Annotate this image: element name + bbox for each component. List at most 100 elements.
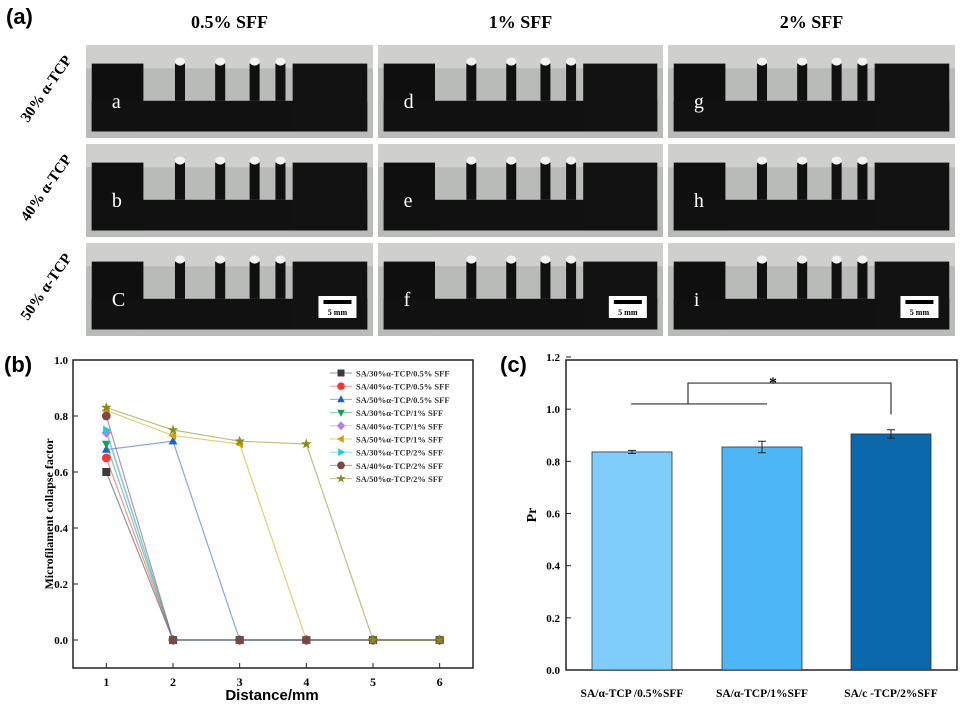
marker-circle: [337, 382, 345, 391]
comb-tooth: [756, 261, 768, 299]
comb-tooth: [466, 261, 477, 299]
scale-bar: [905, 300, 934, 305]
series-line: [102, 468, 444, 644]
photo-h: h: [668, 144, 955, 237]
legend-item: SA/40%α-TCP/1% SFF: [330, 421, 443, 431]
comb-tooth: [174, 162, 186, 200]
legend-label: SA/50%α-TCP/0.5% SFF: [356, 395, 450, 405]
filament-drop: [566, 156, 577, 165]
marker-triangle-up: [337, 395, 345, 403]
photo-a: a: [86, 45, 373, 138]
x-tick-label: 5: [370, 675, 376, 689]
marker-triangle-down: [101, 440, 111, 449]
marker-circle: [101, 453, 111, 463]
comb-right-block: [583, 162, 658, 231]
filament-drop: [566, 57, 577, 66]
filament-drop: [249, 57, 260, 66]
filament-drop: [857, 57, 868, 66]
photo-backdrop: [378, 144, 663, 168]
photo-f: f 5 mm: [378, 243, 663, 336]
series-path: [106, 407, 440, 641]
marker-star: [434, 634, 445, 645]
marker-diamond: [336, 421, 346, 431]
comb-tooth: [466, 63, 477, 101]
marker-star: [336, 473, 346, 483]
photo-backdrop: [668, 243, 955, 267]
filament-drop: [466, 57, 477, 66]
marker-circle: [168, 635, 178, 645]
panel-label-c: (c): [500, 352, 527, 377]
marker-star: [234, 435, 245, 446]
photo-backdrop: [378, 45, 663, 69]
photo-backdrop: [378, 243, 663, 267]
error-bar: [887, 429, 895, 439]
x-tick-label: 2: [170, 675, 176, 689]
marker-circle: [235, 635, 245, 645]
filament-drop: [215, 255, 226, 264]
scale-bar-label: 5 mm: [618, 308, 638, 317]
comb-tooth: [797, 63, 808, 101]
comb-tooth: [506, 261, 517, 299]
marker-triangle-left: [168, 431, 177, 440]
comb-tooth: [566, 261, 577, 299]
marker-star: [167, 424, 179, 435]
photo-letter: h: [694, 190, 704, 212]
comb-right-block: [292, 162, 368, 231]
column-header: 0.5% SFF: [191, 12, 268, 32]
marker-circle: [337, 461, 345, 470]
photo-letter: b: [112, 190, 122, 212]
filament-drop: [797, 255, 808, 264]
legend-label: SA/50%α-TCP/1% SFF: [356, 435, 443, 445]
filament-drop: [540, 57, 551, 66]
series-path: [105, 457, 440, 641]
photo-backdrop: [86, 243, 373, 267]
bar: [721, 446, 803, 671]
y-tick-label: 0.4: [54, 523, 68, 535]
y-tick-label: 0.2: [546, 613, 560, 625]
legend-item: SA/50%α-TCP/0.5% SFF: [330, 395, 450, 405]
comb-right-block: [292, 63, 368, 132]
comb-tooth: [857, 162, 868, 200]
legend-label: SA/40%α-TCP/2% SFF: [356, 461, 443, 471]
panel-label-a: (a): [6, 4, 33, 29]
comb-tooth: [857, 63, 868, 101]
y-tick-label: 1.0: [54, 355, 68, 367]
scale-bar: [613, 300, 642, 305]
filament-drop: [506, 57, 517, 66]
filament-drop: [249, 156, 260, 165]
marker-square: [337, 369, 345, 377]
comb-tooth: [831, 162, 842, 200]
series-path: [106, 409, 440, 641]
comb-tooth: [540, 261, 551, 299]
legend-label: SA/30%α-TCP/2% SFF: [356, 448, 443, 458]
filament-drop: [756, 156, 767, 165]
scale-bar-label: 5 mm: [328, 308, 348, 317]
filament-drop: [831, 57, 842, 66]
marker-triangle-left: [336, 435, 344, 443]
comb-tooth: [566, 63, 577, 101]
comb-tooth: [466, 162, 477, 200]
legend-item: SA/40%α-TCP/2% SFF: [330, 461, 443, 471]
comb-tooth: [540, 63, 551, 101]
photo-backdrop: [668, 144, 955, 168]
comb-tooth: [275, 162, 286, 200]
photo-letter: a: [112, 91, 121, 113]
filament-drop: [540, 255, 551, 264]
legend-label: SA/30%α-TCP/1% SFF: [356, 408, 443, 418]
y-tick-label: 1.2: [546, 352, 560, 364]
series-line: [101, 402, 445, 645]
row-header: 50% α-TCP: [18, 251, 75, 323]
scale-bar-label: 5 mm: [910, 308, 930, 317]
marker-circle: [101, 411, 111, 421]
comb-tooth: [174, 261, 186, 299]
filament-drop: [857, 156, 868, 165]
bar: [591, 451, 673, 671]
column-header: 1% SFF: [489, 12, 553, 32]
legend-item: SA/30%α-TCP/1% SFF: [330, 408, 443, 418]
filament-drop: [466, 156, 477, 165]
comb-tooth: [506, 162, 517, 200]
y-tick-label: 0.6: [546, 509, 560, 521]
filament-drop: [756, 57, 767, 66]
panel-label-b: (b): [4, 352, 32, 377]
filament-drop: [275, 57, 286, 66]
